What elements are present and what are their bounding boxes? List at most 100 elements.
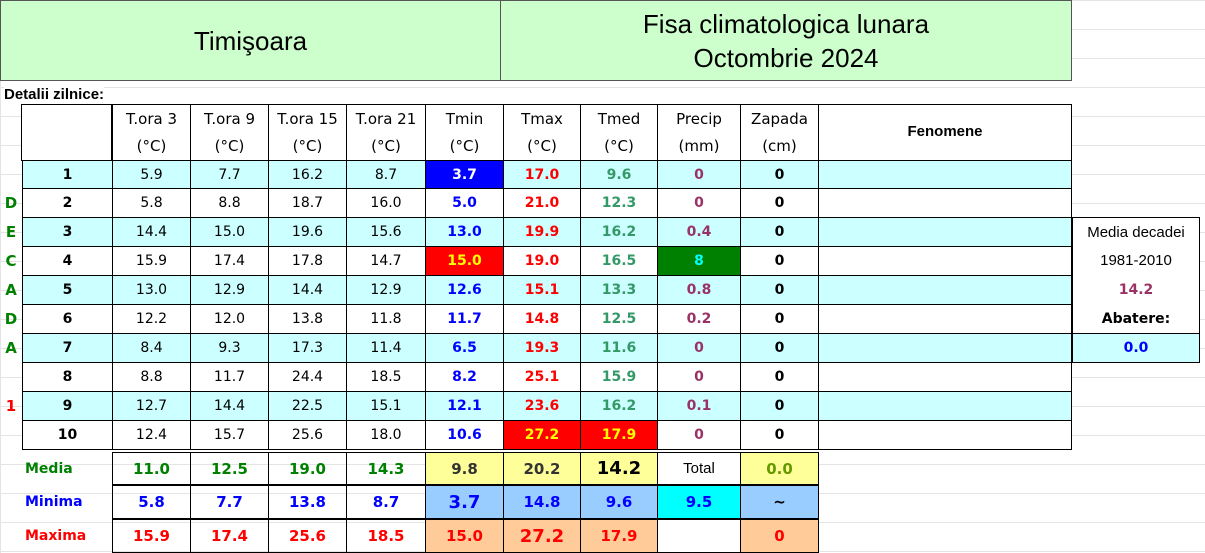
column-header: Precip (mm) <box>657 104 741 161</box>
value-cell: 3.7 <box>425 160 504 189</box>
side-letter: C <box>5 252 17 270</box>
header-blank <box>21 104 112 161</box>
value-cell: 0 <box>657 160 741 189</box>
summary-cell: Total <box>657 452 741 485</box>
summary-cell: 25.6 <box>268 519 347 553</box>
value-cell: 6.5 <box>425 333 504 363</box>
value-cell: 11.4 <box>346 333 426 363</box>
value-cell: 18.7 <box>268 188 347 218</box>
value-cell: 16.0 <box>346 188 426 218</box>
section-label: Detalii zilnice: <box>4 84 105 104</box>
value-cell: 17.3 <box>268 333 347 363</box>
value-cell: 11.6 <box>580 333 658 363</box>
day-number: 6 <box>22 304 113 334</box>
value-cell: 0 <box>740 217 819 247</box>
value-cell: 0 <box>740 188 819 218</box>
value-cell: 19.6 <box>268 217 347 247</box>
column-name: T.ora 21 <box>355 109 417 128</box>
summary-cell: 9.6 <box>580 485 658 519</box>
city: Timişoara <box>193 25 308 56</box>
column-unit: (°C) <box>604 137 634 156</box>
side-letter: D <box>4 194 18 212</box>
phenomena-cell <box>818 275 1072 305</box>
summary-cell: 13.8 <box>268 485 347 519</box>
day-number: 7 <box>22 333 113 363</box>
value-cell: 12.9 <box>346 275 426 305</box>
period: Octombrie 2024 <box>693 42 879 73</box>
value-cell: 10.6 <box>425 420 504 450</box>
value-cell: 9.3 <box>190 333 269 363</box>
value-cell: 17.8 <box>268 246 347 276</box>
summary-cell: 14.3 <box>346 452 426 485</box>
phenomena-cell <box>818 362 1072 392</box>
value-cell: 15.0 <box>425 246 504 276</box>
value-cell: 0 <box>740 160 819 189</box>
value-cell: 0.1 <box>657 391 741 421</box>
column-unit: (°C) <box>292 137 323 156</box>
summary-cell: 0 <box>740 519 819 553</box>
column-unit: (°C) <box>371 137 401 156</box>
column-unit: (°C) <box>214 137 245 156</box>
value-cell: 14.4 <box>190 391 269 421</box>
value-cell: 22.5 <box>268 391 347 421</box>
value-cell: 12.7 <box>112 391 191 421</box>
value-cell: 15.1 <box>346 391 426 421</box>
day-number: 8 <box>22 362 113 392</box>
value-cell: 13.8 <box>268 304 347 334</box>
summary-cell: 17.4 <box>190 519 269 553</box>
value-cell: 12.2 <box>112 304 191 334</box>
phenomena-cell <box>818 160 1072 189</box>
value-cell: 16.2 <box>268 160 347 189</box>
value-cell: 0 <box>740 246 819 276</box>
column-name: T.ora 3 <box>126 109 177 128</box>
side-letter: 1 <box>5 397 17 415</box>
value-cell: 15.9 <box>580 362 658 392</box>
day-number: 4 <box>22 246 113 276</box>
value-cell: 0 <box>657 333 741 363</box>
column-name: Tmed <box>597 109 641 128</box>
value-cell: 21.0 <box>503 188 581 218</box>
decade-mean: 14.2 <box>1072 275 1200 304</box>
value-cell: 5.9 <box>112 160 191 189</box>
summary-cell: 14.8 <box>503 485 581 519</box>
value-cell: 5.8 <box>112 188 191 218</box>
column-unit: (°C) <box>136 137 167 156</box>
value-cell: 15.9 <box>112 246 191 276</box>
value-cell: 14.4 <box>268 275 347 305</box>
column-header: T.ora 9 (°C) <box>190 104 269 161</box>
summary-cell: 11.0 <box>112 452 191 485</box>
column-header: T.ora 15 (°C) <box>268 104 347 161</box>
summary-cell: 5.8 <box>112 485 191 519</box>
column-header: Tmax (°C) <box>503 104 581 161</box>
value-cell: 23.6 <box>503 391 581 421</box>
summary-cell: 27.2 <box>503 519 581 553</box>
value-cell: 19.9 <box>503 217 581 247</box>
column-unit: (°C) <box>527 137 557 156</box>
value-cell: 8.8 <box>190 188 269 218</box>
title-box: Fisa climatologica lunara Octombrie 2024 <box>500 0 1072 81</box>
value-cell: 15.7 <box>190 420 269 450</box>
value-cell: 16.2 <box>580 391 658 421</box>
day-number: 3 <box>22 217 113 247</box>
column-header: Tmed (°C) <box>580 104 658 161</box>
summary-cell: 7.7 <box>190 485 269 519</box>
column-name: Precip <box>676 109 722 128</box>
summary-label: Maxima <box>25 528 87 544</box>
summary-label: Media <box>25 460 73 477</box>
phenomena-cell <box>818 304 1072 334</box>
phenomena-cell <box>818 217 1072 247</box>
value-cell: 0 <box>740 275 819 305</box>
phenomena-cell <box>818 333 1072 363</box>
value-cell: 18.0 <box>346 420 426 450</box>
summary-cell: 12.5 <box>190 452 269 485</box>
value-cell: 14.8 <box>503 304 581 334</box>
side-letter: D <box>4 310 18 328</box>
value-cell: 11.7 <box>190 362 269 392</box>
column-name: T.ora 15 <box>277 109 338 128</box>
side-letter: A <box>5 339 17 357</box>
summary-label: Minima <box>25 494 83 510</box>
value-cell: 0 <box>740 333 819 363</box>
decade-deviation-label: Abatere: <box>1072 304 1200 333</box>
value-cell: 11.7 <box>425 304 504 334</box>
value-cell: 0 <box>740 304 819 334</box>
